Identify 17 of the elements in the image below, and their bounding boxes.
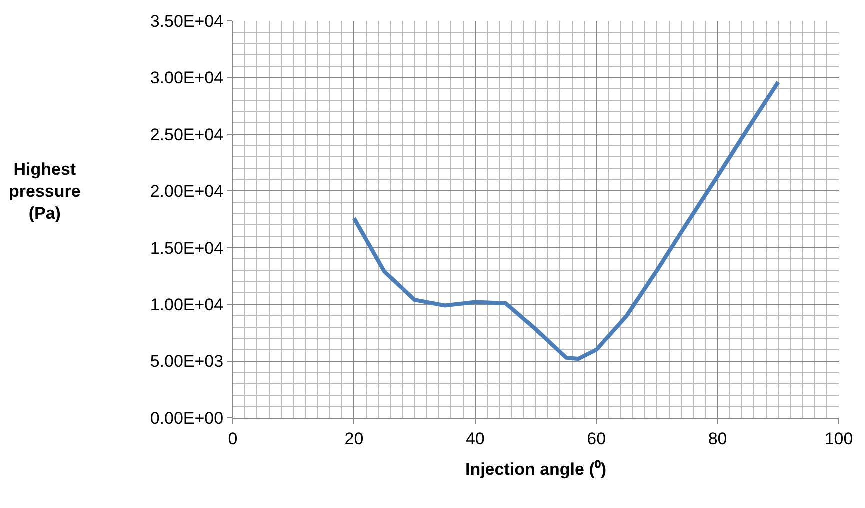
y-tick-label: 2.00E+04 xyxy=(150,182,224,202)
y-axis-title: Highest pressure (Pa) xyxy=(9,160,81,224)
x-axis-title: Injection angle (⁰) xyxy=(465,460,607,479)
y-tick-label: 3.50E+04 xyxy=(150,12,224,31)
y-tick-label: 5.00E+03 xyxy=(150,352,224,372)
y-tick-label: 2.50E+04 xyxy=(150,125,224,144)
x-tick-label: 20 xyxy=(344,429,364,448)
y-tick-label: 0.00E+00 xyxy=(150,408,224,428)
line-series xyxy=(352,80,780,362)
x-tick-label: 0 xyxy=(228,429,238,448)
y-tick-label: 1.50E+04 xyxy=(150,238,224,258)
x-tick-label: 80 xyxy=(708,429,728,448)
x-tick-label: 100 xyxy=(824,429,854,448)
y-tick-label: 3.00E+04 xyxy=(150,68,224,88)
x-tick-label: 60 xyxy=(587,429,606,448)
y-tick-label: 1.00E+04 xyxy=(150,296,224,315)
x-tick-label: 40 xyxy=(466,429,485,448)
